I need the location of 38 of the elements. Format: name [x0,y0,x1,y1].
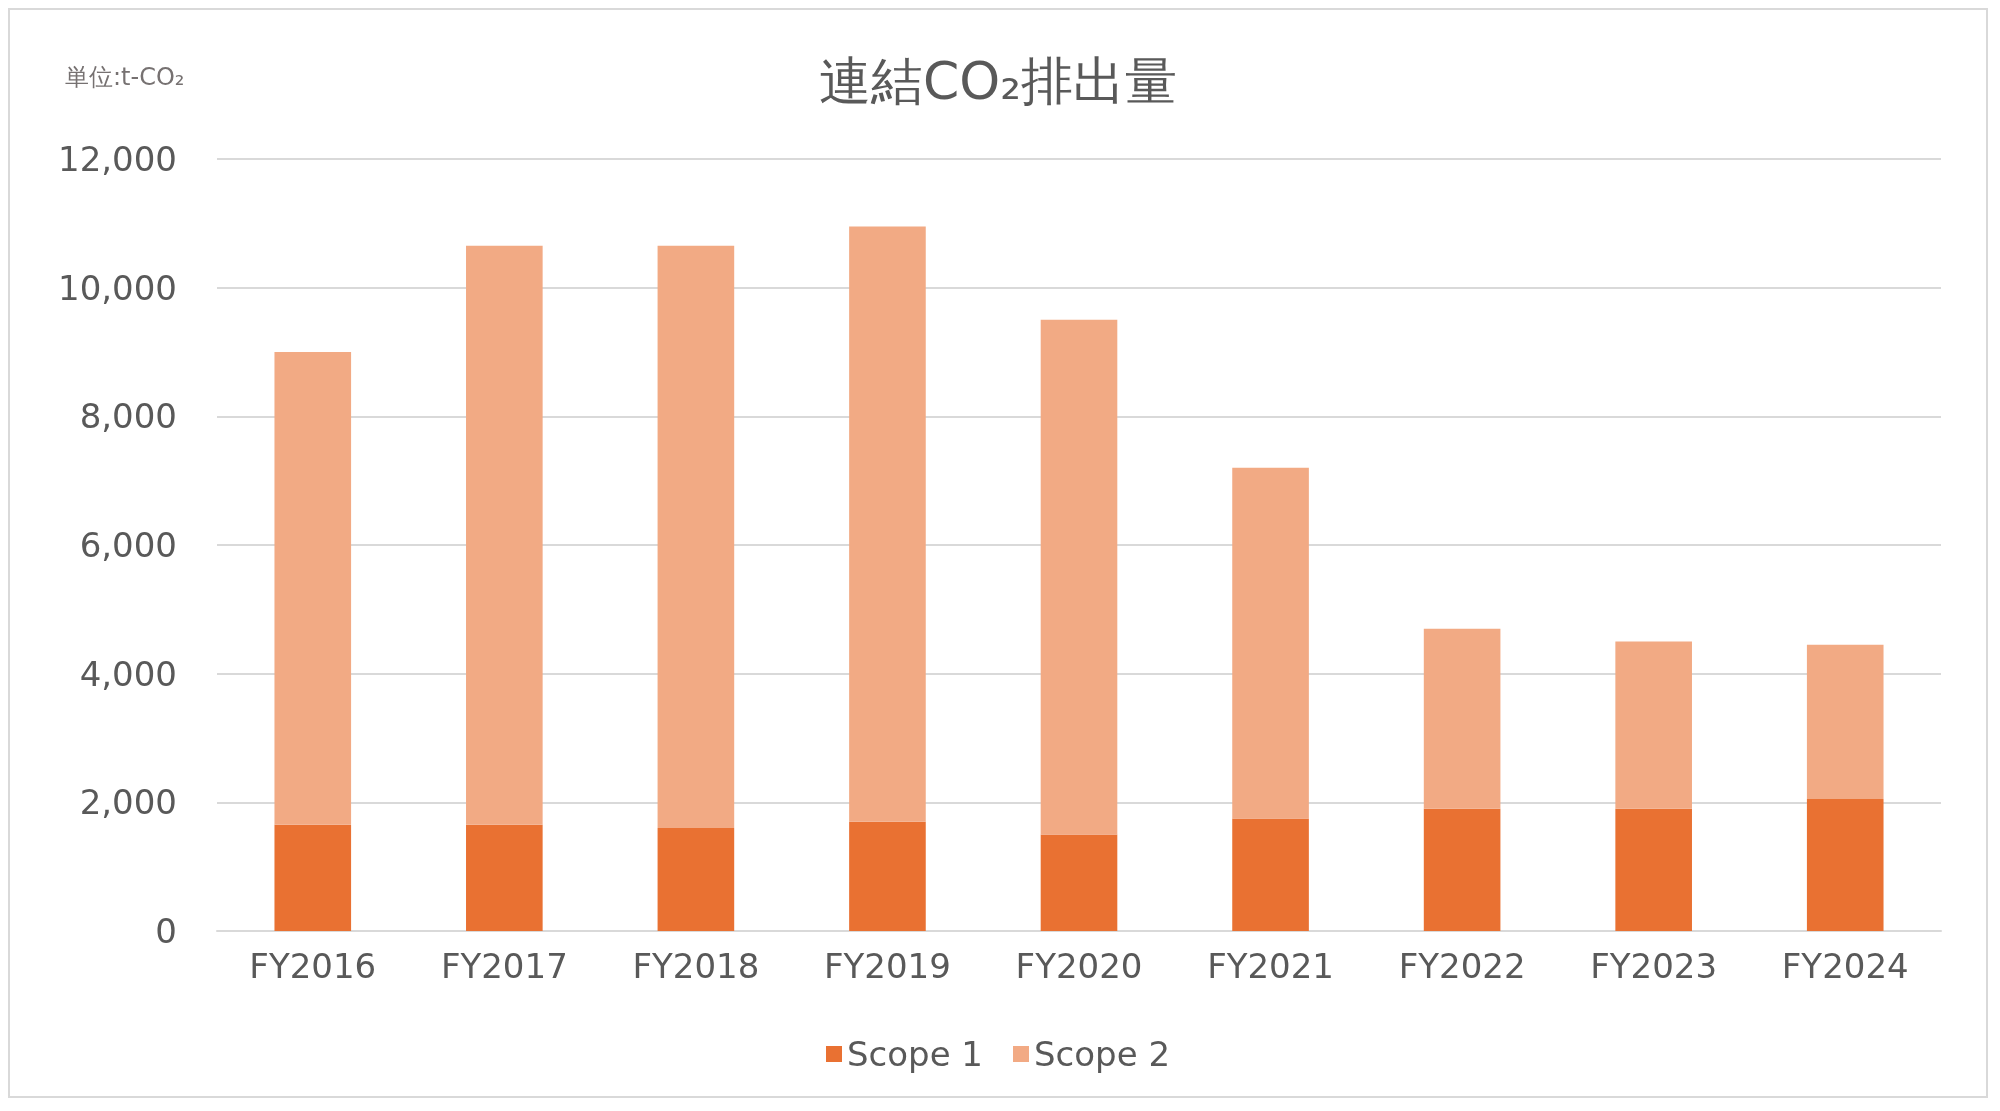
y-tick-label: 12,000 [58,139,177,179]
bar [849,226,926,822]
text: 単位:t-CO₂ [65,63,185,91]
x-tick-label: FY2023 [1590,946,1718,986]
bar [1615,808,1692,931]
y-tick-label: 4,000 [79,653,177,694]
x-tick-label: FY2018 [632,946,760,986]
x-tick-label: FY2016 [249,946,377,986]
bar [657,245,735,829]
bar [849,821,926,931]
x-tick-label: FY2017 [440,946,568,986]
bar [274,824,352,931]
bar [1423,808,1501,931]
x-tick-label: FY2022 [1398,946,1526,986]
chart-title: 連結CO₂排出量 [818,51,1178,111]
bar [1423,628,1501,809]
legend-label: Scope 1 [846,1034,984,1074]
x-tick-label: FY2024 [1781,946,1909,986]
bar [466,245,543,825]
x-tick-label: FY2020 [1015,946,1143,986]
bar [1615,641,1692,809]
bar [466,824,543,931]
y-tick-label: 2,000 [79,782,177,823]
y-tick-label: 6,000 [79,525,177,565]
bar [1232,818,1309,931]
bar [1806,799,1884,931]
x-tick-label: FY2019 [824,946,951,986]
y-tick-label: 0 [155,911,177,951]
bar [1040,319,1118,835]
bar [1040,834,1118,931]
bar [274,352,352,825]
bar [657,828,735,931]
bar [1806,644,1884,800]
x-tick-label: FY2021 [1207,946,1334,986]
legend-label: Scope 2 [1034,1034,1171,1074]
bar [1232,467,1309,819]
y-tick-label: 8,000 [79,396,177,437]
y-tick-label: 10,000 [58,267,177,308]
